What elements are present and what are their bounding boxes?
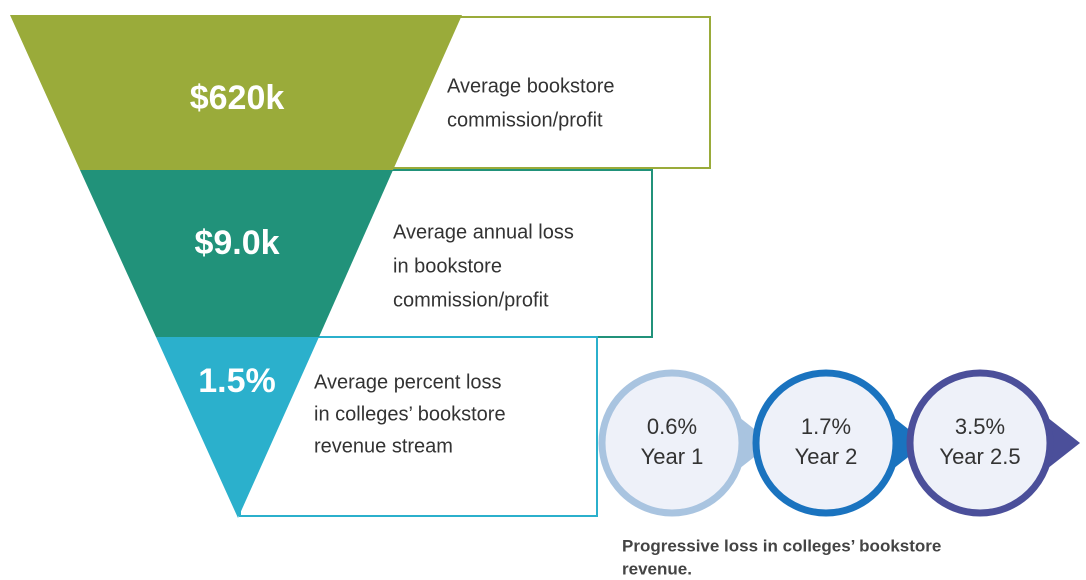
caption: Progressive loss in colleges’ bookstore — [622, 536, 941, 555]
step-label: Year 2 — [795, 444, 858, 469]
level-label: revenue stream — [314, 435, 453, 457]
funnel-band — [156, 337, 319, 518]
step-label: Year 1 — [641, 444, 704, 469]
level-label: Average annual loss — [393, 221, 574, 243]
level-value: $9.0k — [194, 224, 279, 262]
level-label: Average percent loss — [314, 371, 502, 393]
level-value: 1.5% — [198, 362, 276, 400]
level-value: $620k — [190, 79, 285, 117]
level-label: Average bookstore — [447, 75, 615, 97]
funnel-band — [10, 15, 462, 170]
caption: revenue. — [622, 559, 692, 578]
level-label: in bookstore — [393, 255, 502, 277]
step-circle — [752, 369, 900, 517]
step-circle — [598, 369, 746, 517]
step-value: 1.7% — [801, 414, 851, 439]
funnel-band — [80, 170, 393, 337]
step-value: 3.5% — [955, 414, 1005, 439]
step-label: Year 2.5 — [939, 444, 1020, 469]
step-value: 0.6% — [647, 414, 697, 439]
level-label: commission/profit — [393, 289, 549, 311]
step-circle — [906, 369, 1054, 517]
level-label: commission/profit — [447, 109, 603, 131]
level-label: in colleges’ bookstore — [314, 403, 506, 425]
